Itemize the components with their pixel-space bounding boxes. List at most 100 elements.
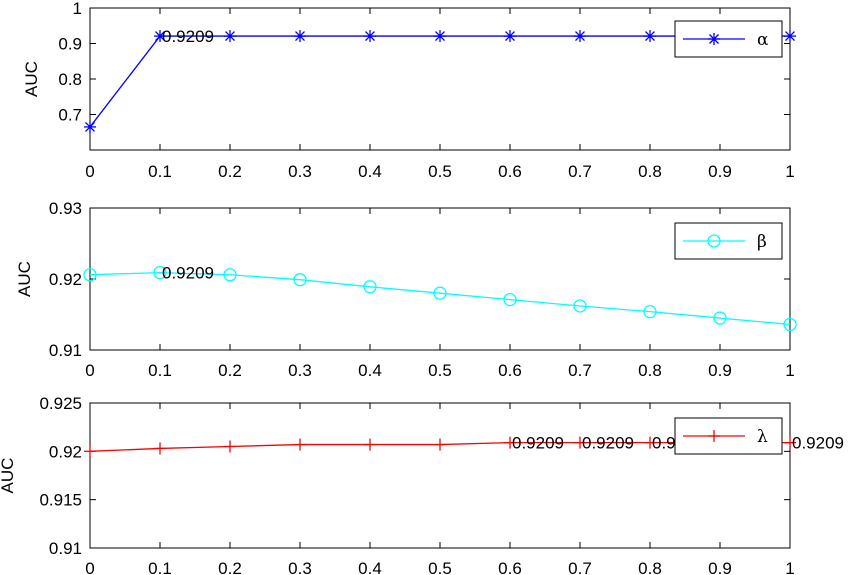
- circle-marker: [643, 305, 657, 319]
- circle-marker: [223, 268, 237, 282]
- data-point: [574, 436, 586, 449]
- data-point: [153, 265, 167, 280]
- y-tick-label: 0.915: [39, 491, 82, 510]
- ast-d2: [85, 121, 95, 132]
- ast-d2: [155, 31, 165, 42]
- legend-label: β: [757, 232, 767, 252]
- legend-marker: [707, 234, 721, 248]
- ast-d2: [225, 31, 235, 42]
- data-point: [643, 305, 657, 319]
- data-label: 0.9209: [162, 27, 214, 46]
- data-point: [364, 438, 376, 451]
- x-tick-label: 0.1: [148, 559, 172, 575]
- series-line: [89, 271, 791, 326]
- data-label: 0.9209: [162, 264, 214, 283]
- circle-marker: [713, 311, 727, 325]
- legend: α: [674, 20, 783, 58]
- ast-d2: [365, 31, 375, 42]
- x-tick-label: 0.2: [218, 162, 242, 181]
- x-tick-label: 0.1: [148, 361, 172, 380]
- data-point: [294, 438, 306, 451]
- data-point: [434, 438, 446, 451]
- x-tick-label: 0.9: [708, 361, 732, 380]
- data-point: [84, 445, 96, 458]
- circle-marker: [573, 299, 587, 313]
- x-tick-label: 0.8: [638, 162, 662, 181]
- y-axis-label: AUC: [22, 61, 41, 97]
- legend-marker: [708, 430, 720, 442]
- x-tick-label: 1: [785, 162, 794, 181]
- x-tick-label: 0.8: [638, 361, 662, 380]
- subplot-1: 0 0.1 0.2 0.3 0.4 0.5 0.6 0.7 0.8 0.9 1 0.7 0.8 0.9 1 A…: [22, 0, 796, 181]
- y-axis-label: AUC: [0, 458, 17, 494]
- data-label: 0.9209: [792, 434, 844, 453]
- y-tick-label: 0.9: [58, 35, 82, 54]
- ast-d2: [505, 31, 515, 42]
- x-tick-label: 0: [85, 559, 94, 575]
- x-tick-label: 0.5: [428, 559, 452, 575]
- data-point: [504, 436, 516, 449]
- x-tick-label: 0.1: [148, 162, 172, 181]
- legend: λ: [674, 417, 783, 455]
- subplot-3: 0 0.1 0.2 0.3 0.4 0.5 0.6 0.7 0.8 0.9 10.910.9150.…: [0, 394, 844, 575]
- x-tick-label: 0.4: [358, 162, 382, 181]
- data-point: [224, 30, 236, 43]
- subplot-2: 0 0.1 0.2 0.3 0.4 0.5 0.6 0.7 0.8 0.9 10.910.920.9…: [15, 199, 797, 380]
- data-point: [364, 30, 376, 43]
- y-tick-label: 0.91: [49, 539, 82, 558]
- legend-marker: [708, 33, 720, 45]
- y-tick-label: 0.8: [58, 70, 82, 89]
- ast-d2: [785, 31, 795, 42]
- y-tick-label: 0.91: [49, 341, 82, 360]
- data-point: [154, 442, 166, 455]
- data-point: [433, 286, 447, 300]
- x-tick-label: 0.3: [288, 559, 312, 575]
- data-point: [223, 268, 237, 282]
- x-tick-label: 0.5: [428, 361, 452, 380]
- circle-marker: [503, 292, 517, 307]
- legend: β: [674, 222, 783, 260]
- data-point: [644, 30, 656, 43]
- axes-box: [89, 207, 791, 351]
- data-point: [783, 317, 797, 332]
- legend-label: α: [757, 30, 769, 50]
- data-point: [713, 311, 727, 325]
- y-tick-label: 1: [73, 0, 82, 18]
- circle-marker: [153, 265, 167, 280]
- x-tick-label: 0.3: [288, 361, 312, 380]
- data-point: [644, 436, 656, 449]
- data-point: [224, 440, 236, 453]
- x-tick-label: 1: [785, 559, 794, 575]
- data-point: [84, 120, 96, 133]
- y-tick-label: 0.92: [49, 442, 82, 461]
- data-point: [573, 299, 587, 313]
- x-tick-label: 0: [85, 162, 94, 181]
- circle-marker: [293, 273, 307, 287]
- data-point: [434, 30, 446, 43]
- x-tick-label: 0.7: [568, 162, 592, 181]
- ast-d2: [645, 31, 655, 42]
- x-tick-label: 0.6: [498, 361, 522, 380]
- axes-box: [89, 402, 791, 549]
- circle-marker: [83, 268, 97, 282]
- x-tick-label: 0.7: [568, 559, 592, 575]
- ast-d2: [435, 31, 445, 42]
- data-point: [574, 30, 586, 43]
- ast-d2: [575, 31, 585, 42]
- x-tick-label: 0.4: [358, 559, 382, 575]
- x-tick-label: 0.4: [358, 361, 382, 380]
- y-tick-label: 0.925: [39, 394, 82, 413]
- x-tick-label: 0.3: [288, 162, 312, 181]
- data-point: [784, 436, 796, 449]
- x-tick-label: 0: [85, 361, 94, 380]
- x-tick-label: 0.6: [498, 162, 522, 181]
- circle-marker: [783, 317, 797, 332]
- ast-d2: [709, 34, 719, 44]
- x-tick-label: 0.2: [218, 559, 242, 575]
- data-label: 0.9209: [512, 434, 564, 453]
- circle-marker: [707, 234, 721, 248]
- circle-marker: [363, 280, 377, 294]
- x-tick-label: 1: [785, 361, 794, 380]
- data-point: [293, 273, 307, 287]
